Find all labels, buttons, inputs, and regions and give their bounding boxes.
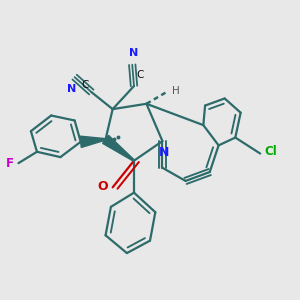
Text: N: N: [67, 83, 76, 94]
Polygon shape: [103, 135, 134, 161]
Text: N: N: [159, 146, 169, 159]
Text: N: N: [129, 48, 139, 58]
Text: O: O: [98, 180, 108, 193]
Text: C: C: [137, 70, 144, 80]
Text: C: C: [81, 80, 88, 90]
Text: F: F: [6, 157, 14, 170]
Text: Cl: Cl: [265, 145, 277, 158]
Polygon shape: [80, 136, 106, 148]
Text: H: H: [172, 86, 180, 96]
